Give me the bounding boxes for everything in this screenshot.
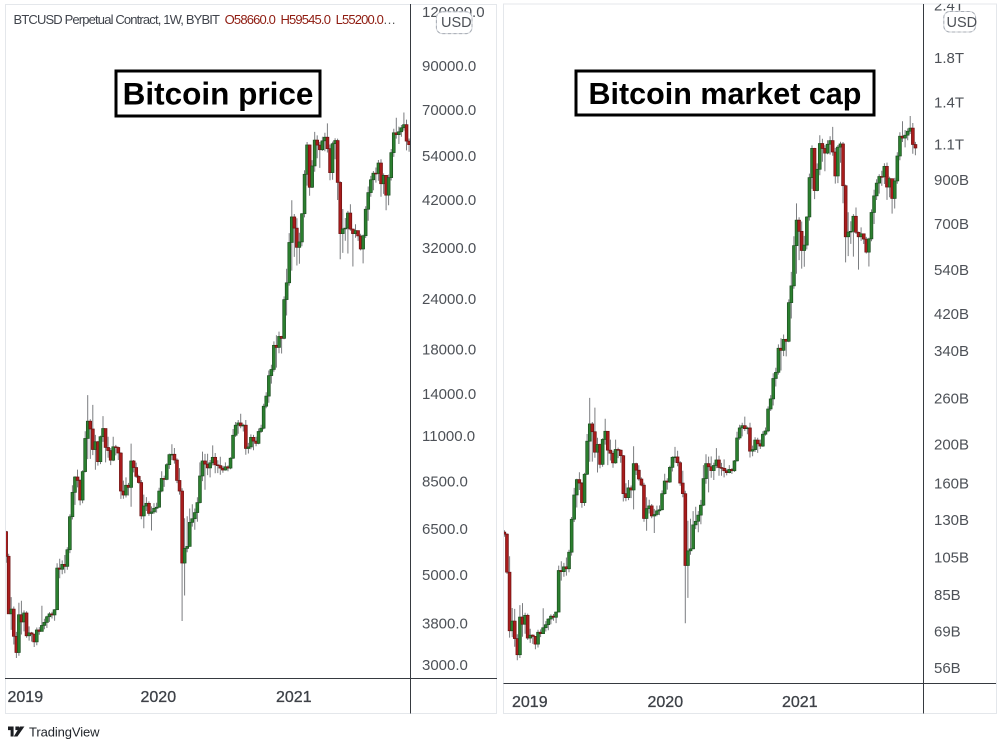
svg-text:700B: 700B	[934, 216, 969, 233]
svg-text:260B: 260B	[934, 390, 969, 407]
svg-text:Bitcoin market cap: Bitcoin market cap	[589, 77, 862, 111]
svg-text:18000.0: 18000.0	[422, 342, 476, 359]
svg-text:130B: 130B	[934, 512, 969, 529]
svg-text:2020: 2020	[648, 694, 684, 711]
svg-text:2021: 2021	[276, 689, 312, 706]
svg-text:340B: 340B	[934, 343, 969, 360]
svg-text:85B: 85B	[934, 587, 961, 604]
svg-text:1.8T: 1.8T	[934, 50, 964, 67]
svg-text:24000.0: 24000.0	[422, 291, 476, 308]
svg-text:3000.0: 3000.0	[422, 657, 468, 674]
svg-text:11000.0: 11000.0	[422, 428, 475, 445]
svg-text:42000.0: 42000.0	[422, 192, 476, 209]
svg-text:BTCUSD Perpetual Contract, 1W,: BTCUSD Perpetual Contract, 1W, BYBIT O58…	[14, 12, 396, 27]
svg-text:54000.0: 54000.0	[422, 148, 476, 165]
svg-text:USD: USD	[947, 15, 978, 31]
svg-text:8500.0: 8500.0	[422, 474, 468, 491]
svg-text:Bitcoin price: Bitcoin price	[123, 76, 314, 112]
svg-text:6500.0: 6500.0	[422, 521, 468, 538]
svg-text:2.4T: 2.4T	[934, 0, 964, 15]
svg-text:2020: 2020	[141, 689, 177, 706]
svg-text:2019: 2019	[8, 689, 44, 706]
svg-text:USD: USD	[441, 15, 472, 31]
svg-text:3800.0: 3800.0	[422, 616, 468, 633]
svg-text:70000.0: 70000.0	[422, 102, 476, 119]
svg-text:90000.0: 90000.0	[422, 58, 476, 75]
svg-text:5000.0: 5000.0	[422, 567, 468, 584]
svg-text:420B: 420B	[934, 306, 969, 323]
svg-text:105B: 105B	[934, 550, 969, 567]
svg-text:32000.0: 32000.0	[422, 240, 476, 257]
svg-text:1.1T: 1.1T	[934, 137, 964, 154]
svg-text:69B: 69B	[934, 624, 961, 641]
svg-text:900B: 900B	[934, 172, 969, 189]
svg-text:2019: 2019	[512, 694, 548, 711]
svg-text:14000.0: 14000.0	[422, 386, 476, 403]
svg-text:540B: 540B	[934, 262, 969, 279]
svg-text:56B: 56B	[934, 660, 961, 677]
svg-text:1.4T: 1.4T	[934, 94, 964, 111]
svg-text:200B: 200B	[934, 436, 969, 453]
svg-text:160B: 160B	[934, 476, 969, 493]
svg-text:2021: 2021	[782, 694, 818, 711]
svg-text:TradingView: TradingView	[29, 725, 100, 740]
